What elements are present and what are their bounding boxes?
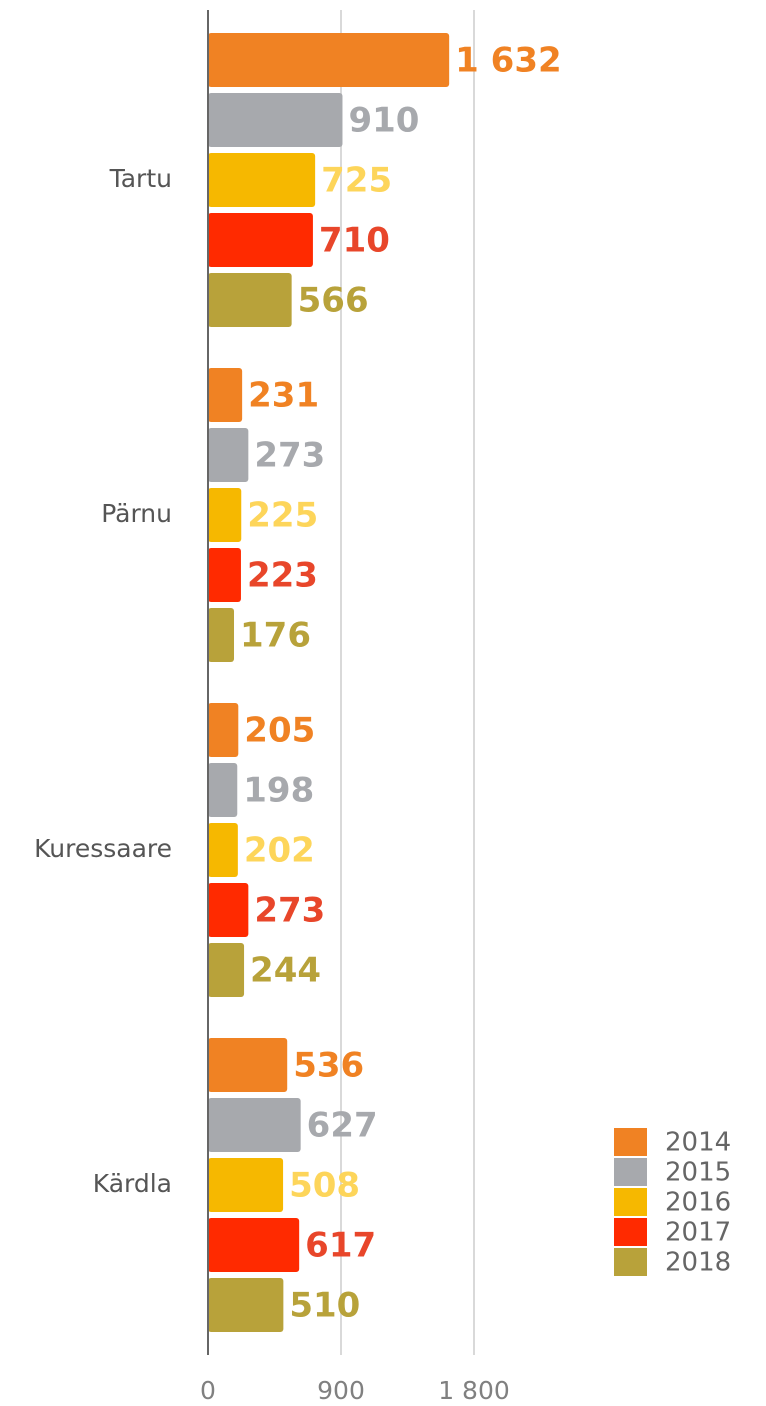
value-label: 198: [243, 771, 314, 811]
bar: [208, 823, 238, 877]
bar: [208, 93, 343, 147]
bar: [208, 428, 249, 482]
value-label: 1 632: [455, 41, 561, 81]
category-label: Kuressaare: [34, 834, 172, 863]
category-label: Pärnu: [101, 499, 172, 528]
bar: [208, 273, 292, 327]
x-tick-label: 900: [317, 1376, 365, 1405]
value-label: 202: [244, 831, 315, 871]
bar: [208, 608, 235, 662]
bar: [208, 1218, 300, 1272]
bar: [208, 883, 249, 937]
bar: [208, 1278, 284, 1332]
bar: [208, 1158, 284, 1212]
value-label: 510: [289, 1286, 360, 1326]
x-tick-label: 0: [200, 1376, 216, 1405]
legend-label: 2017: [665, 1218, 731, 1248]
bar: [208, 488, 242, 542]
category-label: Kärdla: [93, 1169, 172, 1198]
bar: [208, 33, 450, 87]
bar: [208, 1038, 288, 1092]
legend-label: 2016: [665, 1188, 731, 1218]
x-tick-label: 1 800: [438, 1376, 510, 1405]
value-label: 566: [298, 281, 369, 321]
legend-label: 2018: [665, 1248, 731, 1278]
value-label: 273: [254, 436, 325, 476]
bar: [208, 368, 243, 422]
bar: [208, 943, 245, 997]
bar: [208, 1098, 301, 1152]
legend-swatch: [614, 1158, 647, 1186]
value-label: 205: [244, 711, 315, 751]
value-label: 244: [250, 951, 321, 991]
legend-swatch: [614, 1188, 647, 1216]
value-label: 273: [254, 891, 325, 931]
legend-swatch: [614, 1128, 647, 1156]
value-label: 536: [293, 1046, 364, 1086]
value-label: 223: [247, 556, 318, 596]
value-label: 225: [247, 496, 318, 536]
value-label: 710: [319, 221, 390, 261]
bar: [208, 548, 241, 602]
value-label: 627: [307, 1106, 378, 1146]
value-label: 725: [321, 161, 392, 201]
value-label: 231: [248, 376, 319, 416]
bar: [208, 153, 316, 207]
bar: [208, 703, 239, 757]
value-label: 176: [240, 616, 311, 656]
legend-swatch: [614, 1218, 647, 1246]
value-label: 910: [348, 101, 419, 141]
legend-label: 2015: [665, 1158, 731, 1188]
value-label: 617: [305, 1226, 376, 1266]
value-label: 508: [289, 1166, 360, 1206]
legend-swatch: [614, 1248, 647, 1276]
bar: [208, 763, 238, 817]
category-label: Tartu: [109, 164, 172, 193]
bar: [208, 213, 313, 267]
legend-label: 2014: [665, 1128, 731, 1158]
